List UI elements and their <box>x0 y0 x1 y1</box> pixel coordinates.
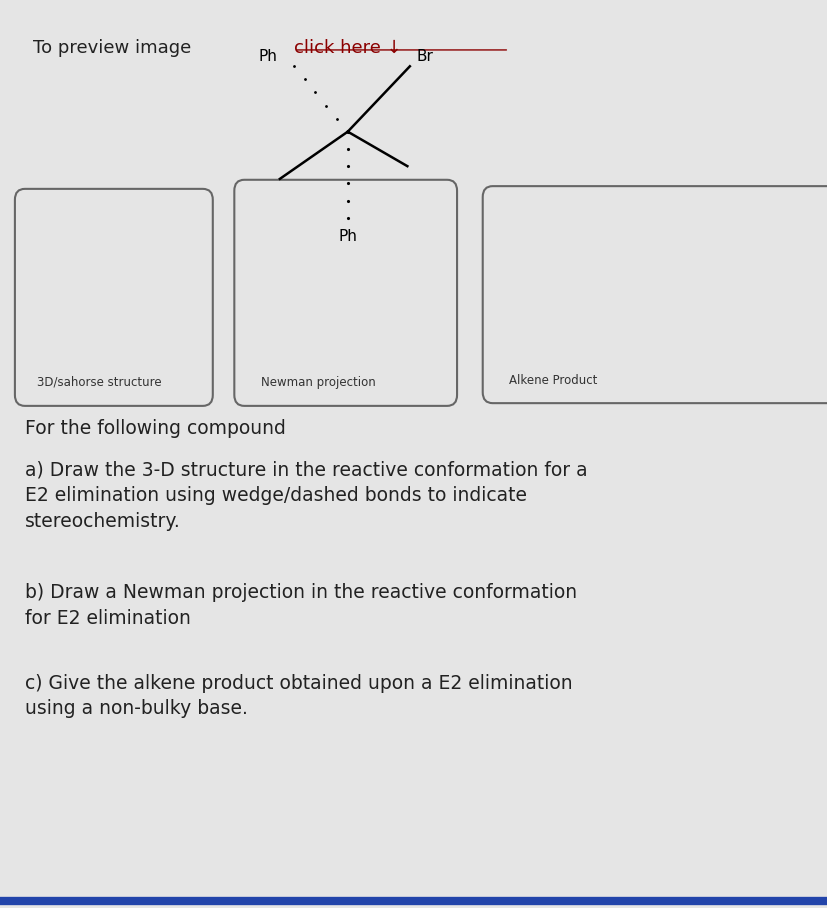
Text: To preview image: To preview image <box>33 39 197 57</box>
FancyBboxPatch shape <box>234 180 457 406</box>
Text: b) Draw a Newman projection in the reactive conformation
for E2 elimination: b) Draw a Newman projection in the react… <box>25 583 576 627</box>
Text: For the following compound: For the following compound <box>25 419 285 439</box>
FancyBboxPatch shape <box>482 186 827 403</box>
Text: Newman projection: Newman projection <box>261 376 375 389</box>
Text: click here ↓: click here ↓ <box>294 39 401 57</box>
Text: Alkene Product: Alkene Product <box>509 374 597 387</box>
Text: Ph: Ph <box>258 48 277 64</box>
Text: c) Give the alkene product obtained upon a E2 elimination
using a non-bulky base: c) Give the alkene product obtained upon… <box>25 674 571 718</box>
Text: 3D/sahorse structure: 3D/sahorse structure <box>37 376 162 389</box>
Text: Ph: Ph <box>338 229 356 244</box>
Text: a) Draw the 3-D structure in the reactive conformation for a
E2 elimination usin: a) Draw the 3-D structure in the reactiv… <box>25 460 586 531</box>
Text: Br: Br <box>416 48 433 64</box>
FancyBboxPatch shape <box>15 189 213 406</box>
